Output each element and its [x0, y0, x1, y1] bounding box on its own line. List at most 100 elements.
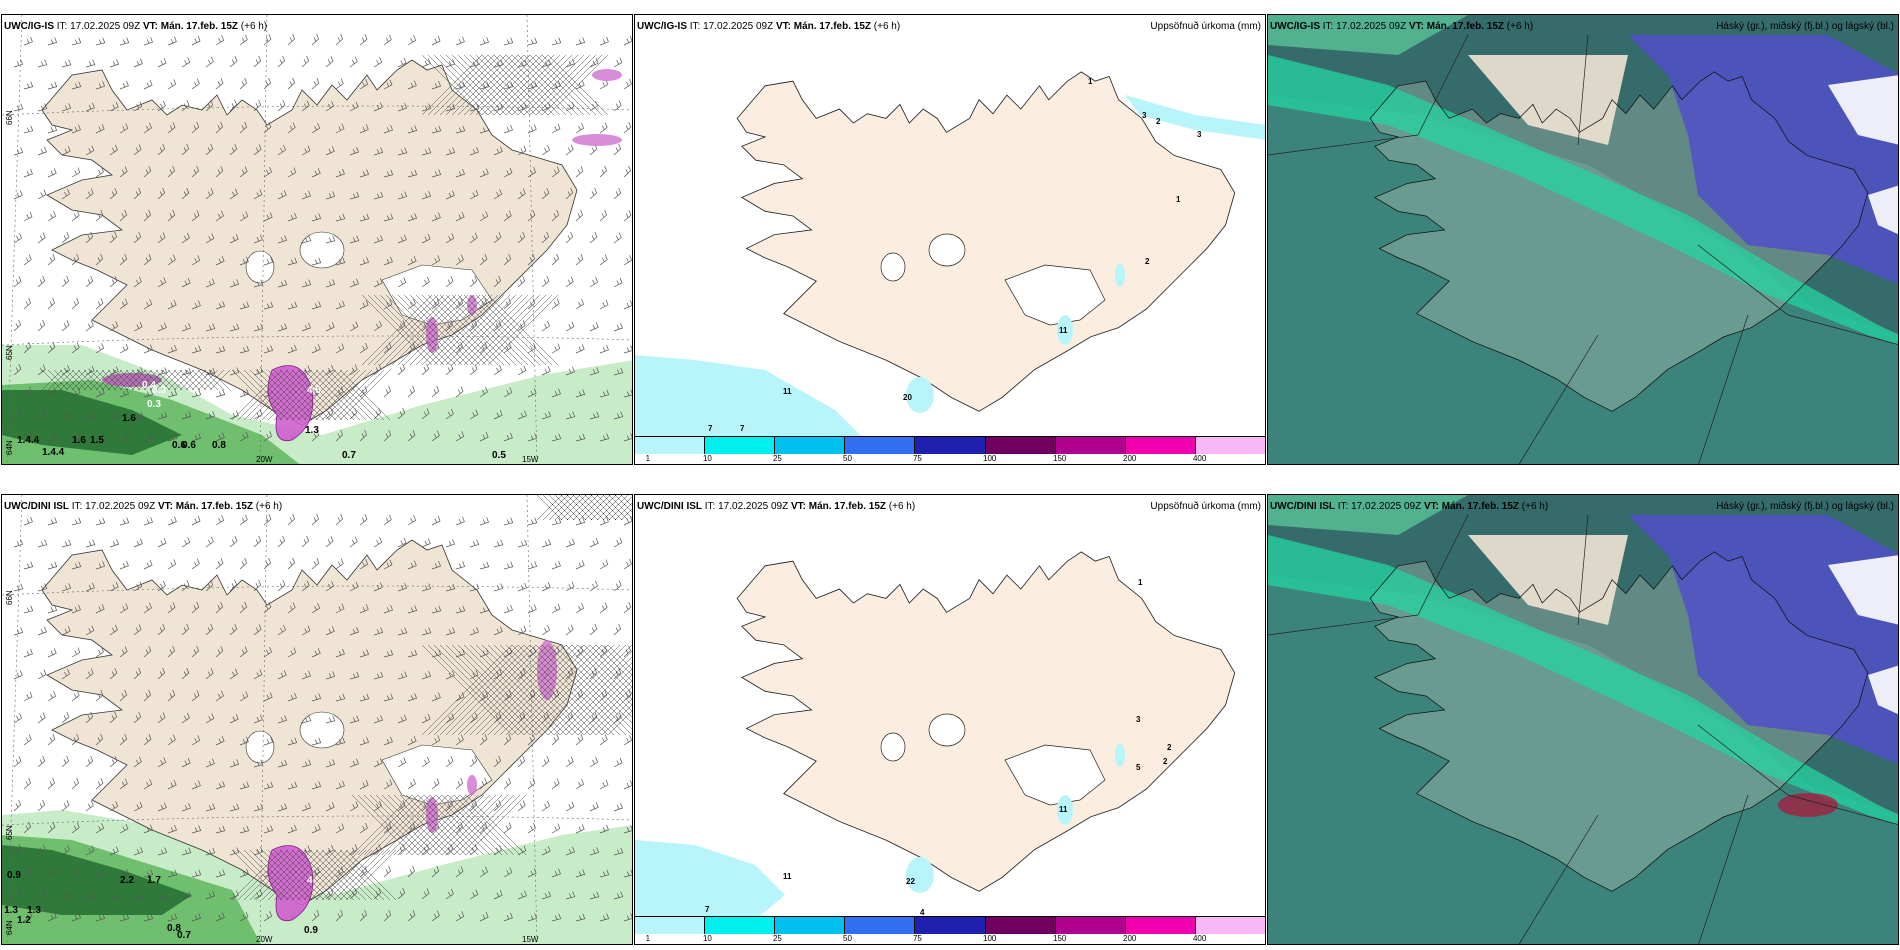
colorbar-swatch	[845, 437, 916, 454]
precip-core	[102, 373, 162, 387]
glacier	[299, 231, 345, 269]
precip-core	[592, 69, 622, 81]
wind-value-label: 0.6	[182, 440, 196, 451]
precip-value-label: 11	[1059, 805, 1068, 814]
colorbar-swatch	[635, 437, 706, 454]
panel-header: UWC/IG-IS IT: 17.02.2025 09Z VT: Mán. 17…	[637, 21, 901, 32]
snow-hatching	[231, 495, 632, 901]
cloud-free-area	[1868, 665, 1898, 715]
precip-core	[467, 775, 477, 795]
glacier	[1004, 264, 1106, 326]
precip-area-light	[1115, 263, 1125, 287]
glacier	[928, 233, 966, 267]
lat-label-66n: 66N	[5, 590, 14, 605]
colorbar-tick-label: 1	[645, 934, 651, 943]
colorbar-tick-label: 50	[843, 454, 852, 463]
panel-header: UWC/DINI ISL IT: 17.02.2025 09Z VT: Mán.…	[637, 501, 916, 512]
cloud-title: Háský (gr.), miðský (fj.bl.) og lágský (…	[1716, 501, 1894, 512]
panel-wind-row1: UWC/IG-IS IT: 17.02.2025 09Z VT: Mán. 17…	[1, 14, 633, 465]
colorbar-swatch	[985, 917, 1056, 934]
colorbar-tick-label: 25	[772, 454, 782, 463]
colorbar-tick-label: 50	[843, 934, 852, 943]
precip-area-light	[1115, 743, 1125, 767]
lat-label-65n: 65N	[5, 345, 14, 360]
panel-wind-row2: UWC/DINI ISL IT: 17.02.2025 09Z VT: Mán.…	[1, 494, 633, 945]
colorbar-tick-label: 10	[702, 454, 712, 463]
wind-value-label: 0.9	[304, 925, 318, 936]
colorbar-swatch	[705, 437, 776, 454]
wind-value-label: 1.4.4	[42, 447, 65, 458]
graticule	[1268, 34, 1898, 464]
colorbar-swatch	[705, 917, 776, 934]
precip-area-light	[906, 857, 934, 893]
colorbar-swatch	[775, 437, 846, 454]
panel-precip-row1: UWC/IG-IS IT: 17.02.2025 09Z VT: Mán. 17…	[634, 14, 1266, 465]
cloud-high-blue	[1628, 35, 1898, 285]
lat-label-65n: 65N	[5, 825, 14, 840]
lat-label-66n: 66N	[5, 110, 14, 125]
colorbar-swatch	[1055, 917, 1126, 934]
wind-value-label: 0.5	[492, 450, 506, 461]
glacier	[245, 250, 275, 284]
snow-hatching	[41, 54, 609, 421]
colorbar-tick-label: 150	[1053, 454, 1067, 463]
glacier	[880, 252, 906, 282]
colorbar-swatch	[1195, 917, 1265, 934]
lon-label-15w: 15W	[522, 455, 539, 464]
precip-value-label: 20	[903, 393, 912, 402]
cloud-free-area	[1468, 535, 1628, 625]
wind-map	[2, 15, 632, 464]
glacier	[245, 730, 275, 764]
colorbar-tick-label: 150	[1053, 934, 1067, 943]
cloud-free-area	[1468, 55, 1628, 145]
precip-title: Uppsöfnuð úrkoma (mm)	[1150, 21, 1261, 32]
colorbar-tick-label: 400	[1192, 934, 1207, 943]
colorbar-tick-label: 75	[912, 934, 922, 943]
precip-value-label: 2	[1145, 257, 1150, 266]
cloud-free-area	[1828, 555, 1898, 625]
cloud-band-green	[1268, 535, 1898, 825]
precip-core	[267, 365, 314, 442]
wind-value-label: 1.5	[90, 435, 104, 446]
wind-value-label: 1.3	[27, 905, 41, 916]
precip-value-label: 2	[1156, 117, 1161, 126]
glacier	[880, 732, 906, 762]
glacier	[1004, 744, 1106, 806]
lon-label-20w: 20W	[256, 935, 273, 944]
precip-value-label: 11	[783, 387, 792, 396]
iceland-land	[736, 551, 1236, 892]
precip-value-label: 7	[708, 424, 713, 433]
cloud-layer-mid	[1268, 95, 1898, 464]
precip-value-label: 3	[1136, 715, 1141, 724]
glacier	[381, 744, 493, 806]
precip-core	[467, 295, 477, 315]
wind-value-label: 1.6	[122, 413, 136, 424]
glacier	[928, 713, 966, 747]
colorbar-swatch	[985, 437, 1056, 454]
precip-value-label: 2	[1163, 757, 1168, 766]
colorbar-tick-label: 100	[983, 934, 997, 943]
wind-value-label: 4	[307, 875, 313, 886]
colorbar-tick-label: 1	[645, 454, 651, 463]
wind-value-label: 1.4.4	[17, 435, 40, 446]
wind-value-label: 0.6	[172, 440, 186, 451]
precip-title: Uppsöfnuð úrkoma (mm)	[1150, 501, 1261, 512]
wind-map	[2, 495, 632, 944]
precip-value-label: 7	[705, 905, 710, 914]
lon-label-20w: 20W	[256, 455, 273, 464]
panel-precip-row2: UWC/DINI ISL IT: 17.02.2025 09Z VT: Mán.…	[634, 494, 1266, 945]
precip-value-label: 3	[1142, 111, 1147, 120]
colorbar-swatch	[1055, 437, 1126, 454]
colorbar-swatch	[1125, 917, 1196, 934]
lat-label-64n: 64N	[5, 920, 14, 935]
lat-label-64n: 64N	[5, 440, 14, 455]
wind-value-label: 1.3	[305, 425, 319, 436]
precip-value-label: 2	[1167, 743, 1172, 752]
colorbar-tick-label: 75	[912, 454, 922, 463]
cloud-free-area	[1828, 75, 1898, 145]
precip-value-label: 7	[740, 424, 745, 433]
precip-value-label: 4	[920, 908, 925, 917]
cloud-free-area	[1868, 185, 1898, 235]
wind-barbs	[13, 513, 632, 922]
colorbar-swatch	[1195, 437, 1265, 454]
